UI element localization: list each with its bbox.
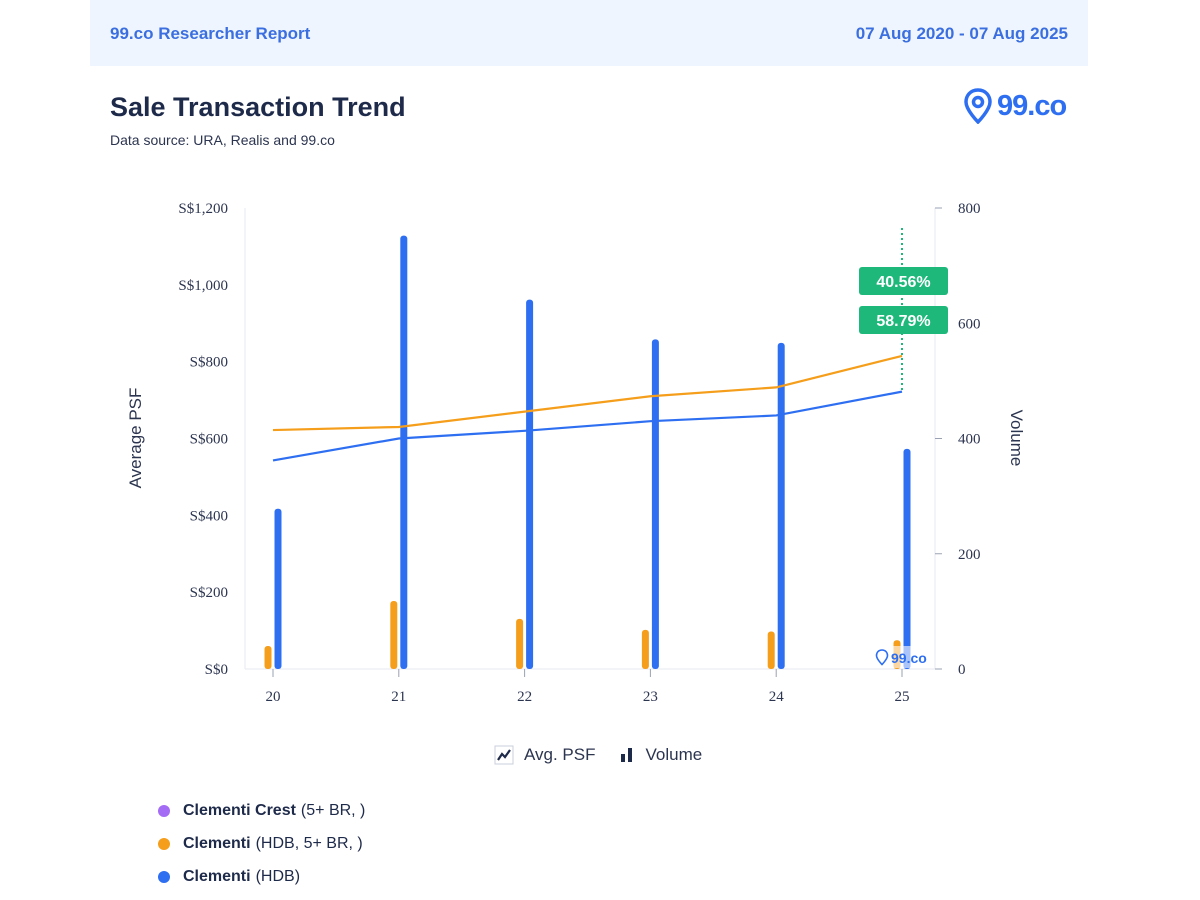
change-badge-label: 58.79% bbox=[876, 313, 930, 330]
bar-chart-icon bbox=[620, 748, 632, 762]
y-tick-label: S$1,200 bbox=[178, 201, 228, 217]
series-color-dot bbox=[158, 804, 170, 817]
series-legend-detail: (5+ BR, ) bbox=[300, 801, 366, 819]
report-title: 99.co Researcher Report bbox=[110, 24, 311, 43]
change-badge-label: 40.56% bbox=[876, 274, 930, 291]
series-color-dot bbox=[158, 870, 170, 883]
change-badge bbox=[859, 267, 948, 295]
volume-bar bbox=[903, 448, 911, 669]
avg-psf-line bbox=[272, 354, 903, 432]
y-tick-label: S$400 bbox=[190, 508, 228, 524]
page-title: Sale Transaction Trend bbox=[110, 92, 406, 122]
x-tick-label: 23 bbox=[643, 689, 658, 705]
avg-psf-line bbox=[272, 390, 903, 462]
x-tick-label: 22 bbox=[517, 689, 532, 705]
watermark-pin-icon bbox=[875, 649, 889, 666]
y2-axis-title: Volume bbox=[1007, 410, 1026, 467]
volume-bar bbox=[400, 235, 408, 669]
series-legend-item[interactable]: Clementi Crest (5+ BR, ) bbox=[158, 794, 365, 827]
series-legend-item[interactable]: Clementi (HDB) bbox=[158, 860, 365, 893]
series-legend-name: Clementi Crest bbox=[183, 801, 296, 819]
volume-bar bbox=[777, 342, 785, 669]
y2-tick-label: 600 bbox=[958, 316, 981, 332]
volume-bar bbox=[767, 631, 775, 669]
series-legend-detail: (HDB) bbox=[255, 867, 301, 885]
data-source-subtitle: Data source: URA, Realis and 99.co bbox=[110, 132, 335, 148]
y2-tick-label: 400 bbox=[958, 432, 981, 448]
logo-text: 99.co bbox=[997, 89, 1067, 122]
change-badge bbox=[859, 306, 948, 334]
chart-type-legend: Avg. PSF Volume bbox=[494, 745, 724, 765]
legend-avg-psf[interactable]: Avg. PSF bbox=[494, 745, 596, 765]
series-legend-item[interactable]: Clementi (HDB, 5+ BR, ) bbox=[158, 827, 365, 860]
legend-volume[interactable]: Volume bbox=[618, 745, 703, 765]
series-legend-name: Clementi bbox=[183, 867, 251, 885]
chart-watermark: 99.co bbox=[891, 650, 927, 666]
series-legend-detail: (HDB, 5+ BR, ) bbox=[255, 834, 363, 852]
map-pin-icon bbox=[964, 88, 992, 124]
date-range: 07 Aug 2020 - 07 Aug 2025 bbox=[855, 24, 1068, 43]
brand-logo: 99.co bbox=[963, 88, 1067, 124]
y-tick-label: S$200 bbox=[190, 585, 228, 601]
sale-trend-chart: S$0 S$200 S$400 S$600 S$800 S$1,000 S$1,200 0 20… bbox=[126, 201, 1026, 705]
y-tick-label: S$1,000 bbox=[178, 278, 228, 294]
x-tick-label: 20 bbox=[266, 689, 281, 705]
legend-avg-psf-label: Avg. PSF bbox=[524, 745, 596, 764]
volume-bar bbox=[641, 629, 649, 669]
x-tick-label: 24 bbox=[769, 689, 785, 705]
y2-tick-label: 800 bbox=[958, 201, 981, 217]
y-tick-label: S$800 bbox=[190, 355, 228, 371]
report-header: 99.co Researcher Report 07 Aug 2020 - 07… bbox=[90, 0, 1088, 66]
volume-bar bbox=[516, 618, 524, 669]
volume-bar bbox=[264, 645, 272, 669]
volume-bar bbox=[526, 299, 534, 669]
x-tick-label: 25 bbox=[895, 689, 910, 705]
line-chart-icon bbox=[494, 745, 514, 765]
y-tick-label: S$0 bbox=[205, 662, 228, 678]
series-legend: Clementi Crest (5+ BR, ) Clementi (HDB, … bbox=[158, 794, 365, 893]
volume-bar bbox=[274, 508, 282, 669]
x-tick-label: 21 bbox=[391, 689, 406, 705]
y2-tick-label: 200 bbox=[958, 547, 981, 563]
y-tick-label: S$600 bbox=[190, 432, 228, 448]
y2-tick-label: 0 bbox=[958, 662, 966, 678]
series-color-dot bbox=[158, 837, 170, 850]
y-axis-title: Average PSF bbox=[126, 388, 145, 489]
volume-bar bbox=[390, 601, 398, 669]
legend-volume-label: Volume bbox=[645, 745, 703, 764]
series-legend-name: Clementi bbox=[183, 834, 251, 852]
volume-bar bbox=[651, 339, 659, 669]
